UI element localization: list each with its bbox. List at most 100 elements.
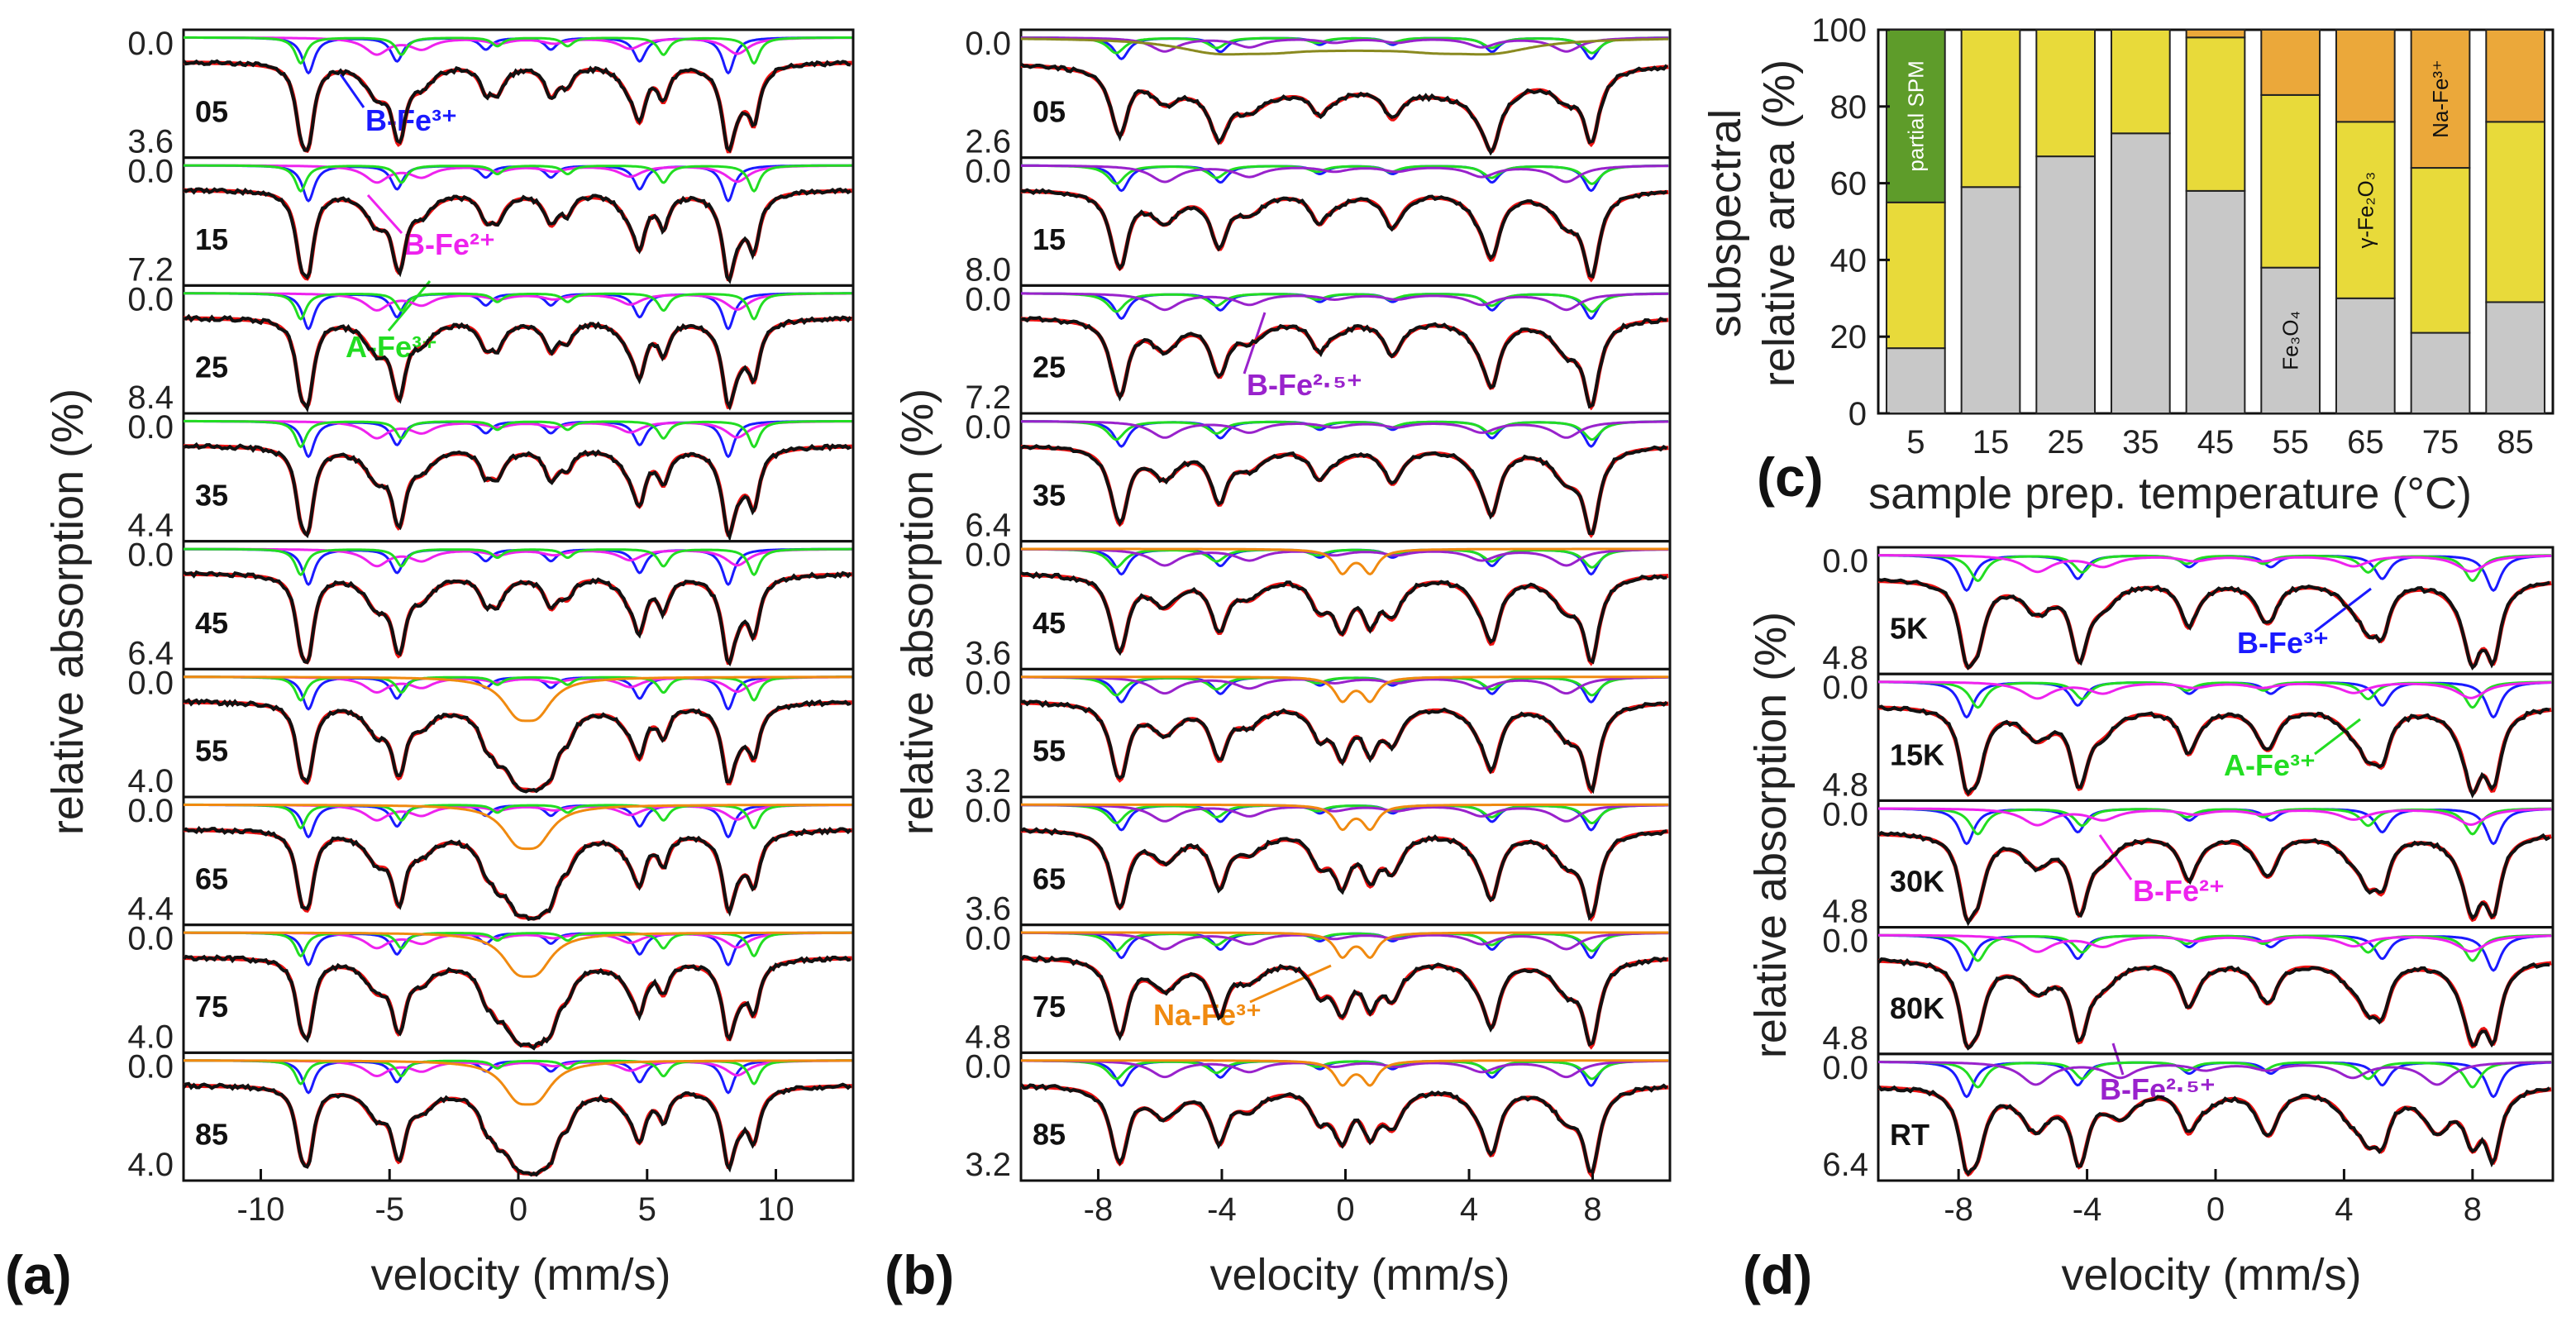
panel-d-80K-y-top-label: 0.0 [1822, 923, 1868, 960]
panel-a-75-data-points [182, 954, 852, 1051]
panel-b-25-y-top-label: 0.0 [965, 281, 1011, 317]
panel-b-65-component-A-Fe3+ [1021, 804, 1669, 825]
a-y-axis-label: relative absorption (%) [43, 389, 93, 835]
panel-a-x-tick-label: -10 [237, 1191, 285, 1228]
panel-b-25-sample-label: 25 [1033, 351, 1066, 384]
bar-45-Fe3O4 [2185, 189, 2246, 414]
panel-c-x-tick-label: 25 [2047, 424, 2084, 460]
panel-a-35-component-B-Fe2+ [184, 420, 852, 440]
panel-a-25-component-B-Fe2+ [184, 292, 852, 312]
panel-d-15K-component-B-Fe2+ [1878, 680, 2552, 700]
panel-b-05-component-SPM [1021, 37, 1669, 56]
panel-b-85-y-max-label: 3.2 [965, 1147, 1011, 1183]
panel-b-85-data-points [1019, 1083, 1668, 1174]
panel-a-55-component-Na-Fe3+ [184, 675, 852, 723]
panel-b-65-data-points [1020, 827, 1667, 921]
bar-85-γ-Fe2O3 [2485, 121, 2546, 303]
panel-a-85-y-top-label: 0.0 [127, 1048, 174, 1085]
panel-a-35-sample-label: 35 [195, 478, 228, 512]
panel-d-80K-component-A-Fe3+ [1878, 933, 2552, 962]
panel-a-15-y-max-label: 7.2 [127, 251, 174, 288]
panel-d-15K-sample-label: 15K [1890, 738, 1944, 772]
panel-a-85-y-max-label: 4.0 [127, 1147, 174, 1183]
bar-65-Na-Fe3+ [2335, 29, 2396, 123]
bar-15-Fe3O4 [1960, 186, 2021, 415]
panel-c-y-tick-label: 60 [1830, 166, 1868, 203]
panel-b-45-component-A-Fe3+ [1021, 547, 1669, 569]
panel-a-25-y-max-label: 8.4 [127, 379, 174, 416]
panel-c-x-tick-label: 75 [2422, 424, 2459, 460]
panel-b-65-y-top-label: 0.0 [965, 793, 1011, 829]
panel-b-75-y-top-label: 0.0 [965, 921, 1011, 957]
panel-a-45-y-top-label: 0.0 [127, 537, 174, 574]
bar-85-Fe3O4 [2485, 301, 2546, 414]
panel-c-y-tick-label: 80 [1830, 89, 1868, 126]
panel-b-45-component-Na-Fe3+ [1021, 547, 1669, 576]
panel-a-35-component-A-Fe3+ [184, 419, 852, 449]
d-x-axis-label: velocity (mm/s) [2062, 1250, 2362, 1300]
panel-d-5K-component-A-Fe3+ [1878, 554, 2552, 583]
panel-b-25-data-points [1020, 316, 1667, 409]
panel-b-35-data-points [1019, 444, 1668, 536]
panel-d-5K-component-B-Fe2+ [1878, 554, 2552, 574]
panel-b-15-data-points [1020, 188, 1668, 279]
panel-letter-a: (a) [5, 1244, 72, 1305]
panel-a-05-y-top-label: 0.0 [127, 26, 174, 62]
panel-b-85-component-Na-Fe3+ [1021, 1059, 1669, 1087]
panel-c-y-tick-label: 20 [1830, 319, 1868, 355]
panel-a-15-component-A-Fe3+ [184, 164, 852, 193]
panel-b-55-y-max-label: 3.2 [965, 763, 1011, 799]
panel-b-35-y-max-label: 6.4 [965, 508, 1011, 544]
panel-a-25-sample-label: 25 [195, 351, 228, 384]
c-x-axis-label: sample prep. temperature (°C) [1868, 469, 2472, 518]
b-x-axis-label: velocity (mm/s) [1210, 1250, 1510, 1300]
panel-a-45-data-points [182, 570, 852, 667]
panel-d-30K-y-max-label: 4.8 [1822, 894, 1868, 930]
panel-a-65-sample-label: 65 [195, 861, 228, 895]
panel-b-05-sample-label: 05 [1033, 94, 1066, 128]
panel-b-35-y-top-label: 0.0 [965, 409, 1011, 446]
panel-b-75-component-Na-Fe3+ [1021, 931, 1669, 960]
panel-a-05-y-max-label: 3.6 [127, 124, 174, 160]
panel-d-RT-sample-label: RT [1890, 1118, 1930, 1152]
panel-letter-b: (b) [885, 1244, 954, 1305]
a-leader-b-fe2 [366, 194, 403, 234]
panel-b-15-y-max-label: 8.0 [965, 251, 1011, 288]
panel-b-45-data-points [1020, 571, 1667, 665]
a-leader-b-fe3 [339, 74, 365, 108]
a-label-b-fe3: B-Fe³⁺ [365, 103, 457, 137]
panel-b-15-sample-label: 15 [1033, 222, 1066, 256]
bar-label-γ-Fe2O3: γ-Fe₂O₃ [2353, 172, 2378, 249]
panel-a-35-y-top-label: 0.0 [127, 409, 174, 446]
bar-75-Na-Fe3+ [2410, 29, 2471, 169]
panel-d-RT-data-points [1877, 1085, 2551, 1176]
panel-d-15K-data-points [1877, 704, 2550, 799]
bar-25-Fe3O4 [2035, 155, 2097, 414]
panel-d-x-tick-label: 8 [2464, 1191, 2482, 1228]
panel-d-5K-y-max-label: 4.8 [1822, 640, 1868, 676]
panel-d-x-tick-label: 0 [2206, 1191, 2225, 1228]
d-leader-b-fe2 [2098, 834, 2133, 880]
c-y-axis-label-line2: relative area (%) [1754, 60, 1804, 387]
panel-a-85-component-Na-Fe3+ [184, 1059, 852, 1106]
panel-b-15-y-top-label: 0.0 [965, 154, 1011, 190]
panel-a-75-component-Na-Fe3+ [184, 931, 852, 978]
panel-b-75-y-max-label: 4.8 [965, 1019, 1011, 1055]
panel-letter-c: (c) [1757, 446, 1824, 508]
panel-a-65-component-Na-Fe3+ [184, 804, 852, 851]
bar-45-Na-Fe3+ [2185, 29, 2246, 39]
panel-a-45-y-max-label: 6.4 [127, 635, 174, 671]
bar-55-γ-Fe2O3 [2260, 93, 2321, 269]
panel-a-65-data-points [183, 825, 852, 922]
panel-d-30K-component-A-Fe3+ [1878, 807, 2552, 836]
bar-65-Fe3O4 [2335, 297, 2396, 414]
panel-b-35-sample-label: 35 [1033, 478, 1066, 512]
panel-a-75-sample-label: 75 [195, 990, 228, 1024]
panel-a-05-component-A-Fe3+ [184, 36, 852, 65]
panel-d-RT-component-A-Fe3+ [1878, 1060, 2552, 1089]
bar-35-γ-Fe2O3 [2110, 29, 2171, 135]
bar-15-γ-Fe2O3 [1960, 29, 2021, 188]
panel-c-x-tick-label: 55 [2272, 424, 2309, 460]
c-y-axis-label-line1: subspectral [1701, 109, 1750, 337]
